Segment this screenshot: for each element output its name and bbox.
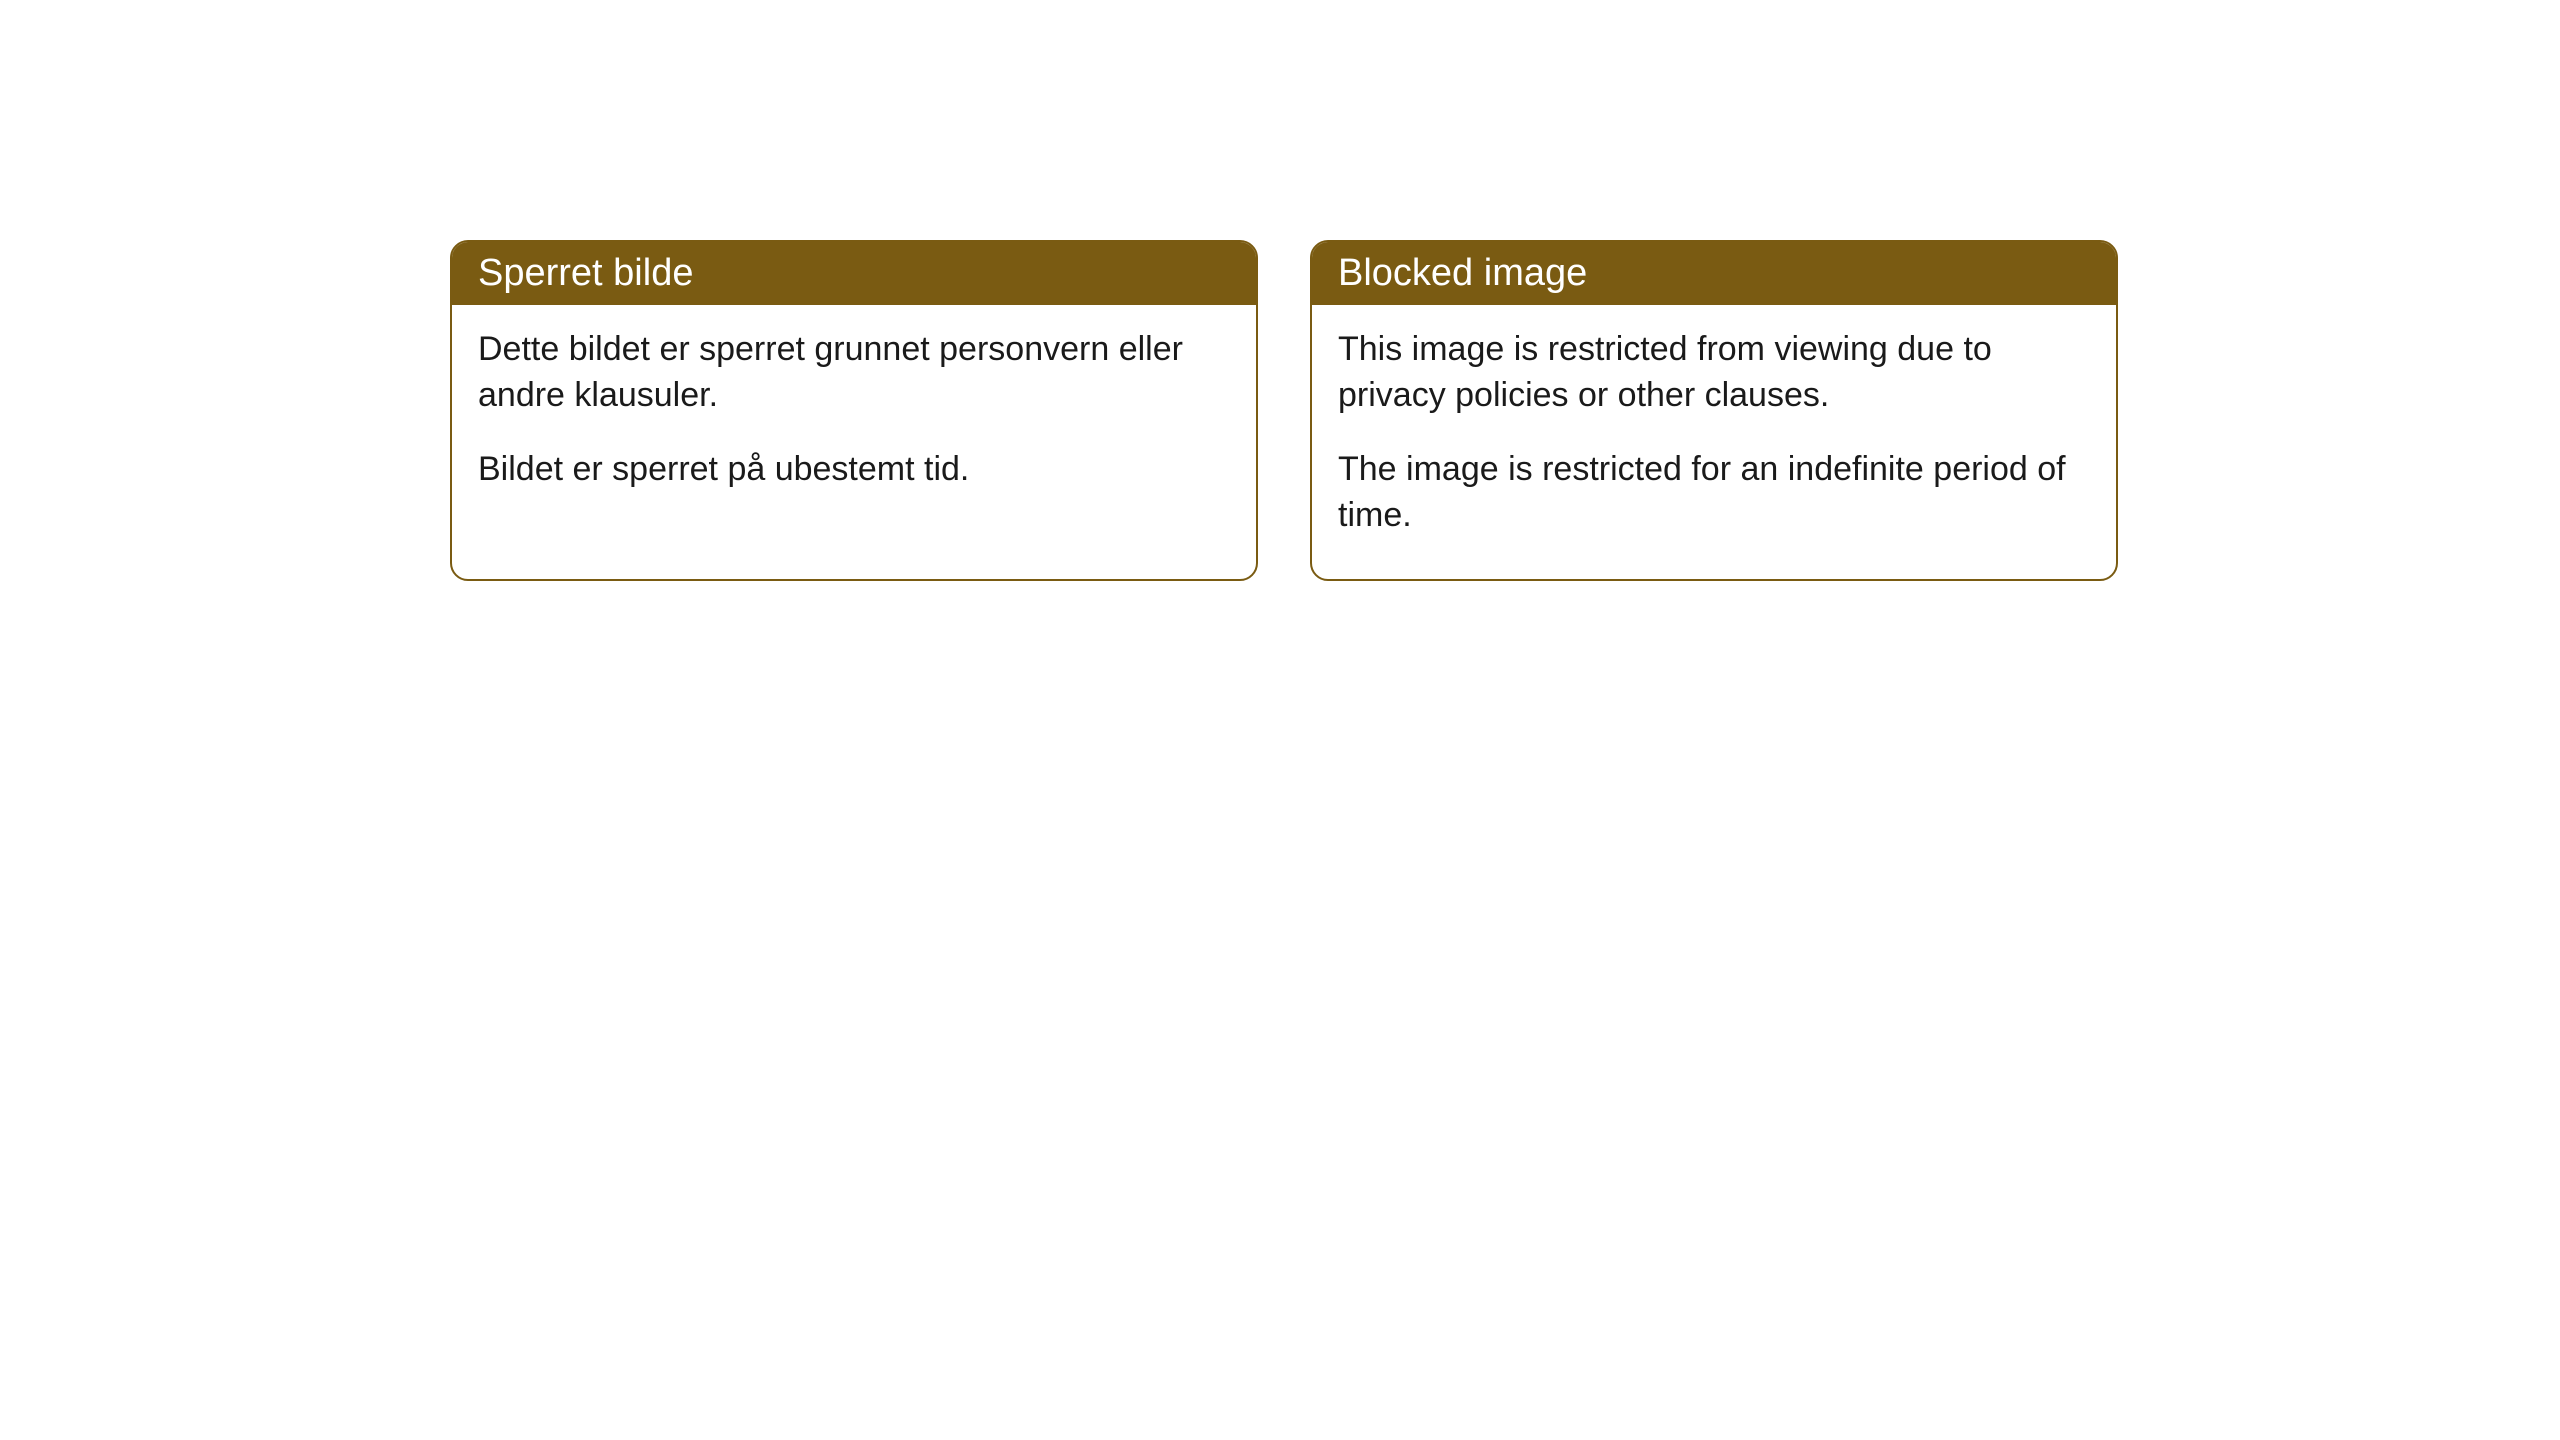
card-body: Dette bildet er sperret grunnet personve…: [452, 305, 1256, 533]
card-header: Blocked image: [1312, 242, 2116, 305]
notice-cards-container: Sperret bilde Dette bildet er sperret gr…: [0, 0, 2560, 581]
card-title: Blocked image: [1338, 252, 1587, 294]
blocked-image-card-english: Blocked image This image is restricted f…: [1310, 240, 2118, 581]
blocked-image-card-norwegian: Sperret bilde Dette bildet er sperret gr…: [450, 240, 1258, 581]
card-title: Sperret bilde: [478, 252, 693, 294]
card-paragraph-1: This image is restricted from viewing du…: [1338, 327, 2090, 419]
card-header: Sperret bilde: [452, 242, 1256, 305]
card-paragraph-2: The image is restricted for an indefinit…: [1338, 447, 2090, 539]
card-paragraph-1: Dette bildet er sperret grunnet personve…: [478, 327, 1230, 419]
card-paragraph-2: Bildet er sperret på ubestemt tid.: [478, 447, 1230, 493]
card-body: This image is restricted from viewing du…: [1312, 305, 2116, 579]
